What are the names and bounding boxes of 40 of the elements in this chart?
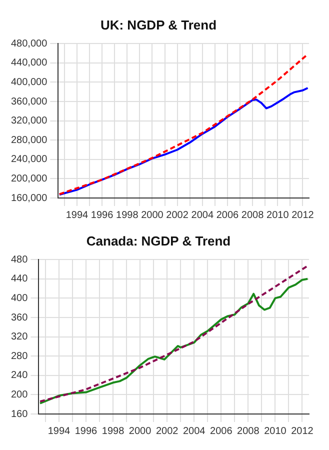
x-tick-label: 2002 <box>166 210 189 221</box>
x-tick-label: 2008 <box>237 426 260 437</box>
x-tick-label: 1994 <box>66 210 89 221</box>
y-tick-label: 160 <box>10 408 28 420</box>
x-tick-label: 2010 <box>266 210 290 221</box>
y-tick-label: 440,000 <box>10 58 48 69</box>
x-tick-label: 2010 <box>264 426 287 437</box>
x-tick-label: 2000 <box>128 426 152 437</box>
x-tick-label: 1998 <box>116 210 139 221</box>
y-tick-label: 400 <box>10 292 28 304</box>
chart-title: Canada: NGDP & Trend <box>86 233 231 248</box>
y-tick-label: 480 <box>10 254 28 266</box>
x-tick-label: 2012 <box>292 210 314 221</box>
y-tick-label: 160,000 <box>10 192 48 204</box>
x-tick-label: 2012 <box>291 426 314 437</box>
x-tick-label: 2006 <box>216 210 240 221</box>
y-tick-label: 320,000 <box>10 116 48 127</box>
y-tick-label: 240 <box>10 370 28 382</box>
x-tick-label: 2004 <box>191 210 214 221</box>
y-tick-label: 280,000 <box>10 134 48 146</box>
x-tick-label: 2000 <box>141 210 164 221</box>
x-tick-label: 2008 <box>241 210 264 221</box>
x-tick-label: 2006 <box>210 426 233 437</box>
y-tick-label: 280 <box>10 350 28 362</box>
chart-title: UK: NGDP & Trend <box>100 17 217 32</box>
y-tick-label: 320 <box>10 332 28 343</box>
y-tick-label: 480,000 <box>10 38 48 50</box>
x-tick-label: 1996 <box>74 426 98 437</box>
y-tick-label: 360 <box>10 312 28 324</box>
y-tick-label: 200,000 <box>10 173 48 184</box>
y-tick-label: 200 <box>10 389 28 400</box>
x-tick-label: 1996 <box>90 210 114 221</box>
x-tick-label: 1994 <box>48 426 71 437</box>
x-tick-label: 2004 <box>182 426 206 437</box>
y-tick-label: 360,000 <box>10 96 48 108</box>
x-tick-label: 2002 <box>156 426 179 437</box>
x-tick-label: 1998 <box>102 426 125 437</box>
y-tick-label: 440 <box>10 274 28 285</box>
y-tick-label: 240,000 <box>10 154 48 166</box>
y-tick-label: 400,000 <box>10 76 48 88</box>
